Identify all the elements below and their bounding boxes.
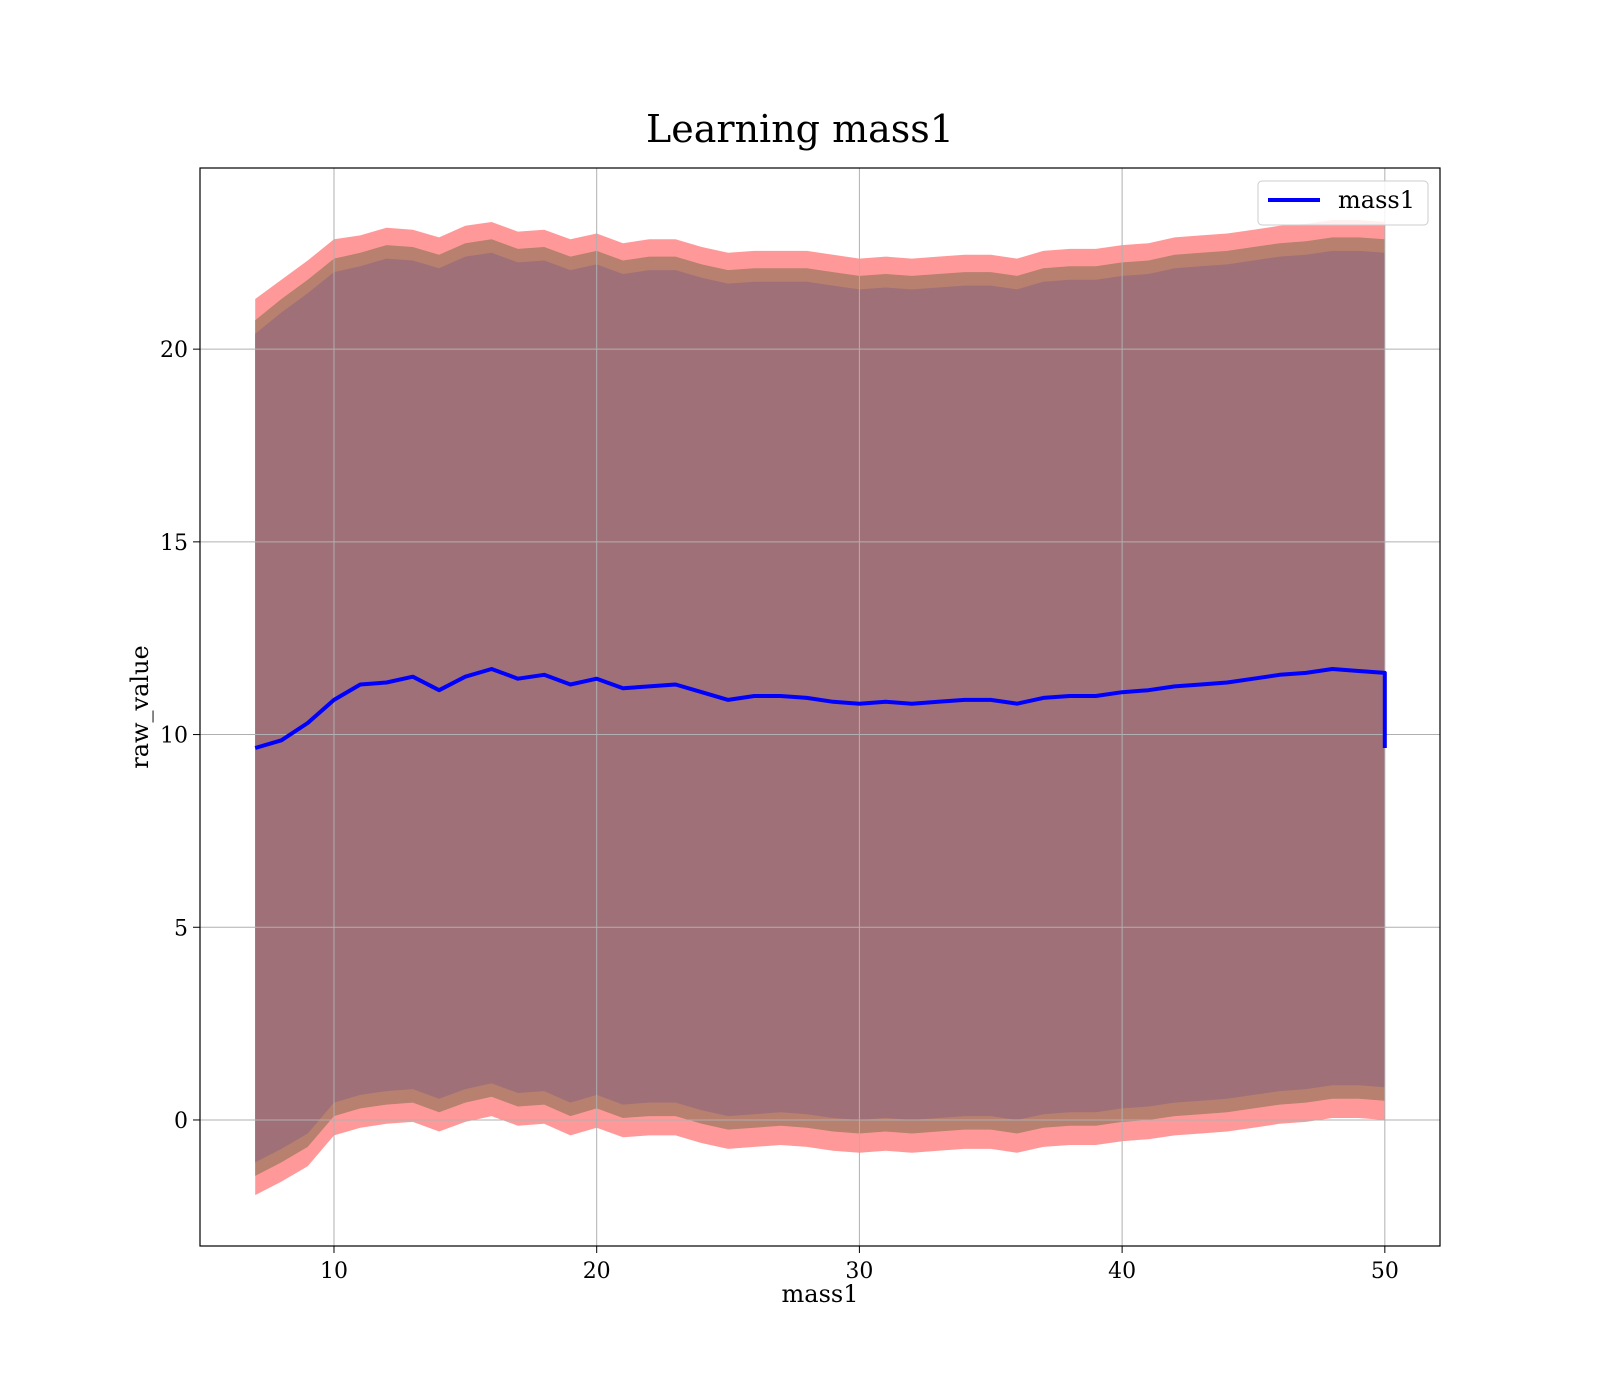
- y-tick-label: 15: [160, 531, 188, 556]
- x-tick-label: 30: [845, 1259, 873, 1284]
- x-axis-label: mass1: [782, 1280, 859, 1308]
- x-tick-label: 20: [583, 1259, 611, 1284]
- y-tick-label: 10: [160, 724, 188, 749]
- confidence-band-inner: [255, 250, 1385, 1163]
- plot-area: [200, 168, 1440, 1246]
- x-tick-label: 50: [1371, 1259, 1399, 1284]
- y-axis-label: raw_value: [126, 645, 154, 769]
- x-tick-label: 10: [320, 1259, 348, 1284]
- legend-label-mass1: mass1: [1338, 186, 1415, 214]
- x-tick-label: 40: [1108, 1259, 1136, 1284]
- y-tick-label: 5: [174, 916, 188, 941]
- legend-box: [1257, 180, 1429, 226]
- y-tick-label: 0: [174, 1109, 188, 1134]
- y-tick-label: 20: [160, 338, 188, 363]
- legend: mass1: [1257, 180, 1429, 226]
- series-line-mass1: [254, 667, 1387, 750]
- tick-labels: 10 20 30 40 50 0 5 10 15 20: [160, 338, 1399, 1284]
- chart-title: Learning mass1: [646, 107, 954, 151]
- axes-frame: [199, 167, 1441, 1247]
